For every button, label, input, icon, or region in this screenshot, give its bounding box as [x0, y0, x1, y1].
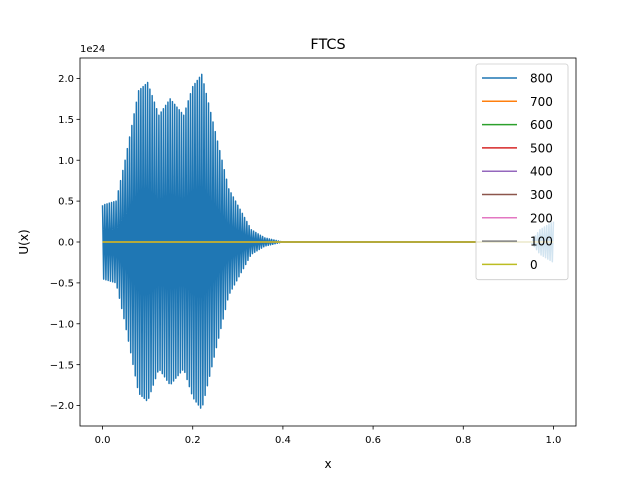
x-tick-label: 0.8 [455, 435, 471, 446]
y-tick-label: −2.0 [50, 401, 74, 412]
x-tick-label: 0.6 [365, 435, 381, 446]
x-tick-label: 1.0 [546, 435, 562, 446]
x-axis-label: x [324, 457, 331, 471]
y-tick-label: −1.0 [50, 319, 74, 330]
y-tick-label: 2.0 [58, 74, 74, 85]
legend-label: 0 [530, 258, 538, 272]
legend-label: 100 [530, 235, 553, 249]
legend-box [475, 63, 569, 281]
x-tick-label: 0.4 [275, 435, 291, 446]
legend-label: 200 [530, 211, 553, 225]
x-axis: 0.0 0.2 0.4 0.6 0.8 1.0 [95, 426, 562, 446]
y-tick-label: 1.5 [58, 115, 74, 126]
legend-label: 400 [530, 165, 553, 179]
chart-title: FTCS [310, 37, 345, 53]
y-tick-label: 0.0 [58, 238, 74, 249]
legend-label: 300 [530, 188, 553, 202]
y-tick-label: −0.5 [50, 278, 74, 289]
y-tick-label: 1.0 [58, 156, 74, 167]
y-axis-offset-label: 1e24 [80, 44, 105, 55]
x-tick-label: 0.2 [185, 435, 201, 446]
legend-label: 700 [530, 95, 553, 109]
y-tick-label: −1.5 [50, 360, 74, 371]
y-axis-label: U(x) [17, 229, 31, 254]
y-axis: −2.0 −1.5 −1.0 −0.5 0.0 0.5 1.0 1.5 2.0 [50, 74, 80, 412]
x-tick-label: 0.0 [95, 435, 111, 446]
legend-label: 600 [530, 118, 553, 132]
legend: 800 700 600 500 400 300 200 100 0 [475, 63, 569, 281]
legend-label: 500 [530, 141, 553, 155]
y-tick-label: 0.5 [58, 197, 74, 208]
legend-label: 800 [530, 72, 553, 86]
